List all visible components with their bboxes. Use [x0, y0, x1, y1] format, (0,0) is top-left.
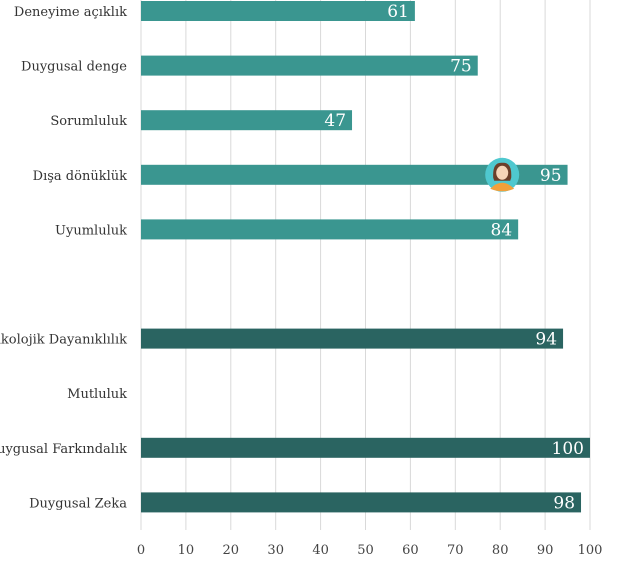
category-labels: Deneyime açıklık Duygusal denge Sorumluluk…	[0, 5, 127, 511]
category-label-mutluluk: Mutluluk	[67, 387, 127, 402]
x-tick-label-10: 10	[178, 543, 195, 558]
bar-deneyime-aciklik	[141, 1, 415, 21]
category-label-duygusal-farkindalik: Duygusal Farkındalık	[0, 442, 127, 457]
bar-duygusal-zeka	[141, 492, 582, 513]
bar-value-label-duygusal-zeka: 98	[553, 493, 575, 513]
category-label-sorumluluk: Sorumluluk	[50, 114, 127, 129]
x-tick-label-100: 100	[578, 543, 603, 558]
bar-value-label-duygusal-denge: 75	[450, 57, 472, 77]
bar-duygusal-denge	[141, 55, 478, 76]
category-label-duygusal-denge: Duygusal denge	[21, 60, 127, 75]
bar-value-label-uyumluluk: 84	[491, 220, 513, 240]
user-avatar-icon	[485, 157, 520, 192]
category-label-psikolojik-dayaniklilik: Psikolojik Dayanıklılık	[0, 333, 127, 348]
marker-group	[485, 157, 520, 192]
bar-duygusal-farkindalik	[141, 437, 590, 458]
bar-value-label-psikolojik-dayaniklilik: 94	[535, 330, 557, 350]
bar-disa-donukluk	[141, 164, 568, 185]
bar-sorumluluk	[141, 110, 353, 131]
x-tick-label-40: 40	[312, 543, 329, 558]
bar-value-label-sorumluluk: 47	[324, 111, 346, 131]
bars-group: 61 75 47 95 84 94 100 98	[141, 1, 590, 513]
x-tick-label-30: 30	[267, 543, 284, 558]
bar-uyumluluk	[141, 219, 519, 240]
bar-value-label-duygusal-farkindalik: 100	[552, 439, 584, 459]
x-axis-tick-labels: 0 10 20 30 40 50 60 70 80 90 100	[137, 543, 603, 558]
x-tick-label-50: 50	[357, 543, 374, 558]
x-tick-label-20: 20	[223, 543, 240, 558]
bar-psikolojik-dayaniklilik	[141, 328, 564, 349]
x-tick-label-70: 70	[447, 543, 464, 558]
category-label-uyumluluk: Uyumluluk	[55, 223, 127, 238]
x-tick-label-60: 60	[402, 543, 419, 558]
x-tick-label-90: 90	[537, 543, 554, 558]
category-label-duygusal-zeka: Duygusal Zeka	[29, 496, 127, 511]
bar-value-label-disa-donukluk: 95	[540, 166, 562, 186]
bar-value-label-deneyime-aciklik: 61	[387, 2, 409, 22]
category-label-deneyime-aciklik: Deneyime açıklık	[14, 5, 127, 20]
x-tick-label-80: 80	[492, 543, 509, 558]
category-label-disa-donukluk: Dışa dönüklük	[33, 169, 127, 184]
x-tick-label-0: 0	[137, 543, 145, 558]
